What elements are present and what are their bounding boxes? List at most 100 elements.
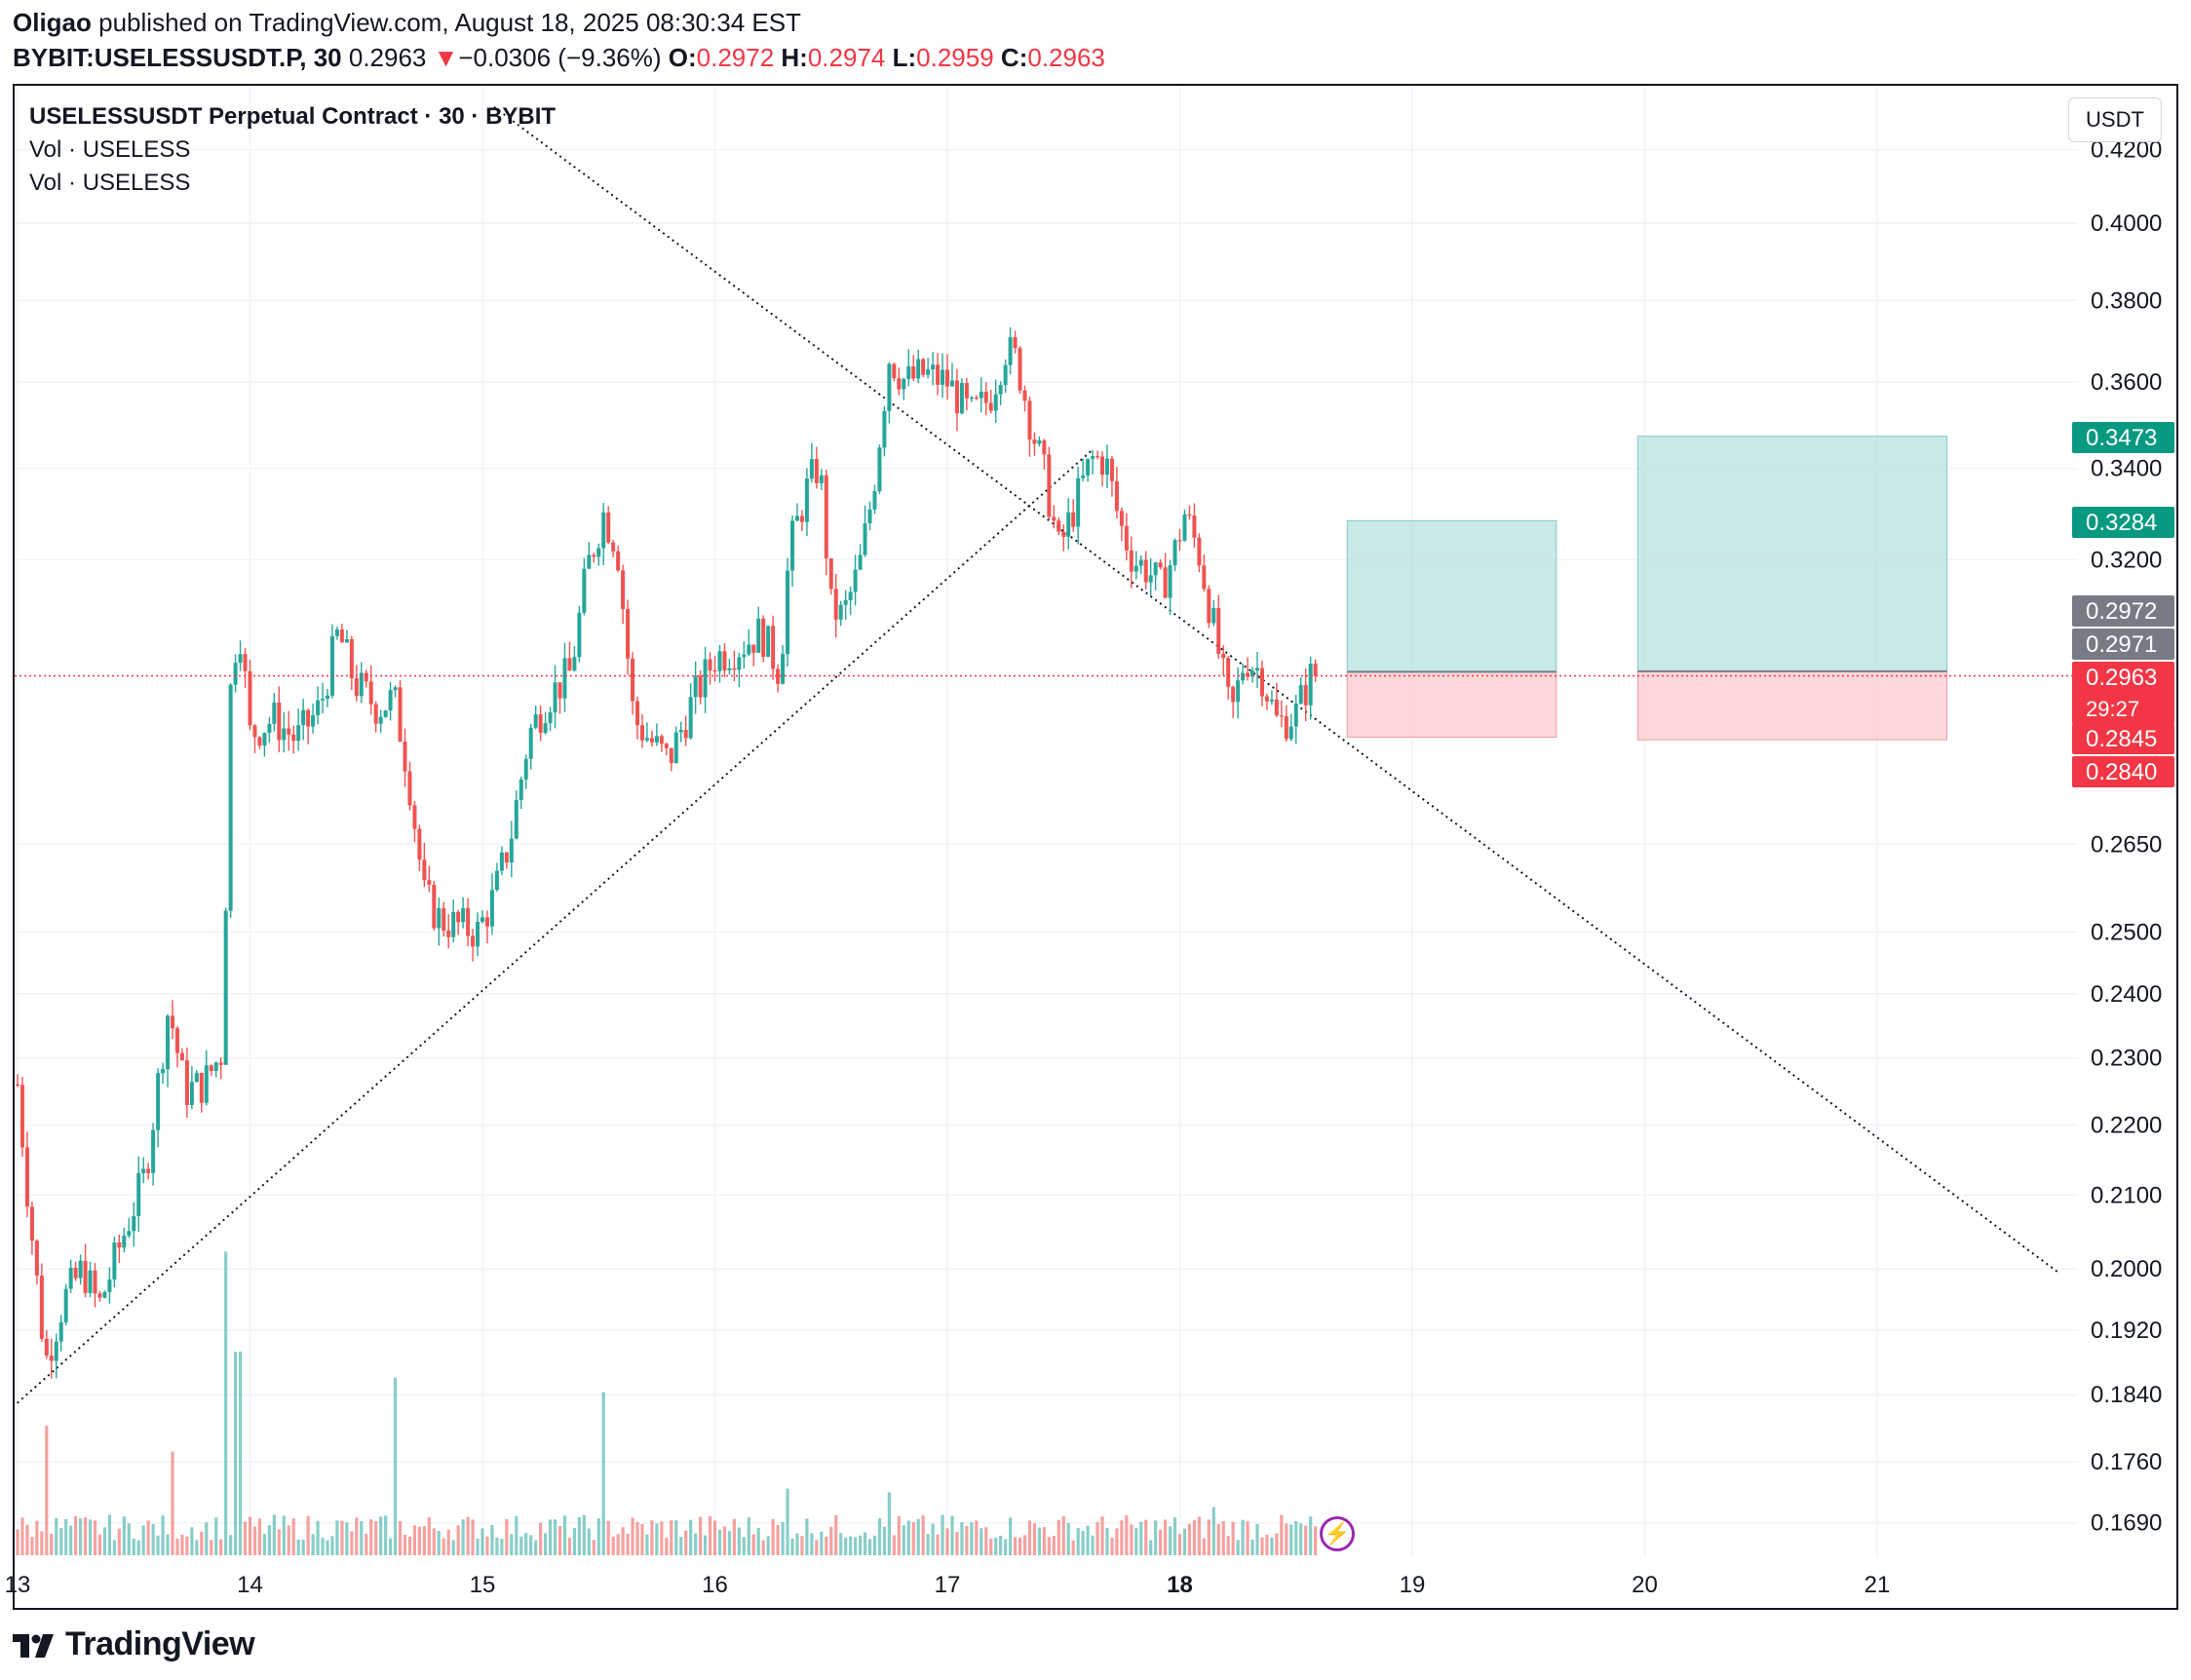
candle: [1303, 668, 1308, 722]
trendline-1: [15, 449, 1093, 1407]
volume-bar: [1163, 1519, 1168, 1555]
y-tick-label: 0.3400: [2091, 456, 2162, 482]
candle: [548, 706, 553, 732]
volume-bar: [141, 1525, 145, 1555]
price-change: −0.0306 (−9.36%): [458, 43, 662, 72]
bar-countdown: 29:27: [2086, 697, 2139, 721]
candle: [664, 743, 669, 756]
lightning-icon[interactable]: ⚡: [1320, 1516, 1355, 1551]
volume-bar: [205, 1522, 209, 1555]
volume-bar: [766, 1536, 770, 1555]
candle: [926, 357, 931, 379]
volume-bar: [136, 1540, 140, 1555]
ohlc-bar: BYBIT:USELESSUSDT.P, 30 0.2963 ▼−0.0306 …: [13, 43, 1105, 73]
candle: [969, 396, 974, 402]
candle: [407, 761, 412, 811]
candle: [93, 1263, 97, 1308]
candle-body: [882, 410, 887, 448]
price-tag-text: 0.2963: [2086, 665, 2157, 691]
candle-body: [471, 935, 476, 947]
candle: [983, 382, 988, 416]
candle: [1250, 667, 1255, 683]
volume-bar: [1149, 1540, 1153, 1555]
candle: [678, 721, 683, 743]
author-name[interactable]: Oligao: [13, 8, 92, 37]
candle: [451, 898, 456, 942]
candle: [1027, 397, 1032, 457]
volume-bar: [471, 1519, 475, 1555]
tradingview-logo[interactable]: TradingView: [13, 1625, 255, 1663]
candle-body: [1061, 531, 1066, 537]
legend-title[interactable]: USELESSUSDT Perpetual Contract · 30 · BY…: [29, 103, 557, 130]
volume-bar: [151, 1523, 155, 1555]
candle-body: [698, 675, 703, 698]
candle-body: [592, 554, 596, 557]
candle: [132, 1202, 136, 1247]
volume-bar: [122, 1516, 126, 1555]
price-tag-text: 0.3473: [2086, 425, 2157, 451]
volume-bar: [195, 1540, 199, 1555]
currency-button[interactable]: USDT: [2068, 97, 2162, 142]
candle-body: [626, 609, 631, 659]
candle-body: [218, 1062, 223, 1065]
candle-body: [635, 701, 639, 726]
candle: [233, 654, 238, 693]
volume-bar: [1221, 1521, 1225, 1555]
volume-bar: [437, 1531, 441, 1555]
volume-bar: [1042, 1527, 1046, 1555]
candle: [1221, 645, 1226, 676]
volume-bar: [684, 1530, 688, 1555]
candle: [398, 680, 403, 743]
volume-bar: [1081, 1530, 1085, 1555]
candle: [301, 698, 306, 741]
y-tick-label: 0.2500: [2091, 920, 2162, 946]
volume-bar: [975, 1520, 979, 1555]
candle: [329, 624, 334, 699]
volume-bar: [282, 1515, 286, 1555]
candle: [344, 630, 349, 643]
candle-body: [931, 364, 936, 370]
candle-body: [742, 654, 747, 658]
volume-bar: [355, 1517, 359, 1555]
candle: [277, 686, 282, 752]
volume-bar: [117, 1528, 121, 1555]
candle: [519, 776, 523, 810]
volume-bar: [1299, 1523, 1303, 1555]
volume-bar: [1304, 1525, 1308, 1555]
volume-bar: [1032, 1523, 1037, 1555]
candle: [29, 1201, 34, 1255]
candle-body: [1114, 480, 1119, 512]
candle: [489, 873, 494, 935]
candle: [471, 929, 476, 962]
candle-body: [877, 447, 882, 492]
candle-body: [519, 779, 523, 801]
candle: [88, 1261, 93, 1298]
legend-volume-1[interactable]: Vol · USELESS: [29, 136, 191, 163]
volume-bar: [107, 1514, 112, 1555]
candle: [1241, 663, 1246, 685]
volume-bar: [97, 1534, 102, 1555]
candle-body: [911, 365, 916, 379]
legend-volume-2[interactable]: Vol · USELESS: [29, 170, 191, 196]
volume-bar: [1125, 1515, 1129, 1555]
candle-body: [1303, 684, 1308, 706]
candle-body: [88, 1270, 93, 1293]
candle-body: [1158, 562, 1163, 568]
candle: [272, 693, 277, 732]
volume-bar: [485, 1536, 489, 1555]
candle-body: [1211, 607, 1216, 624]
chart-frame: [13, 84, 2178, 1610]
volume-bar: [257, 1518, 262, 1555]
candle: [1202, 554, 1207, 592]
volume-bar: [461, 1519, 465, 1555]
volume-bar: [941, 1514, 944, 1555]
candle: [776, 664, 781, 693]
candle: [1013, 330, 1018, 354]
candle-body: [146, 1168, 151, 1173]
candle: [334, 626, 339, 640]
volume-bar: [229, 1535, 233, 1555]
volume-bar: [1260, 1537, 1264, 1555]
volume-bar: [146, 1520, 150, 1555]
candle-body: [1279, 715, 1284, 717]
